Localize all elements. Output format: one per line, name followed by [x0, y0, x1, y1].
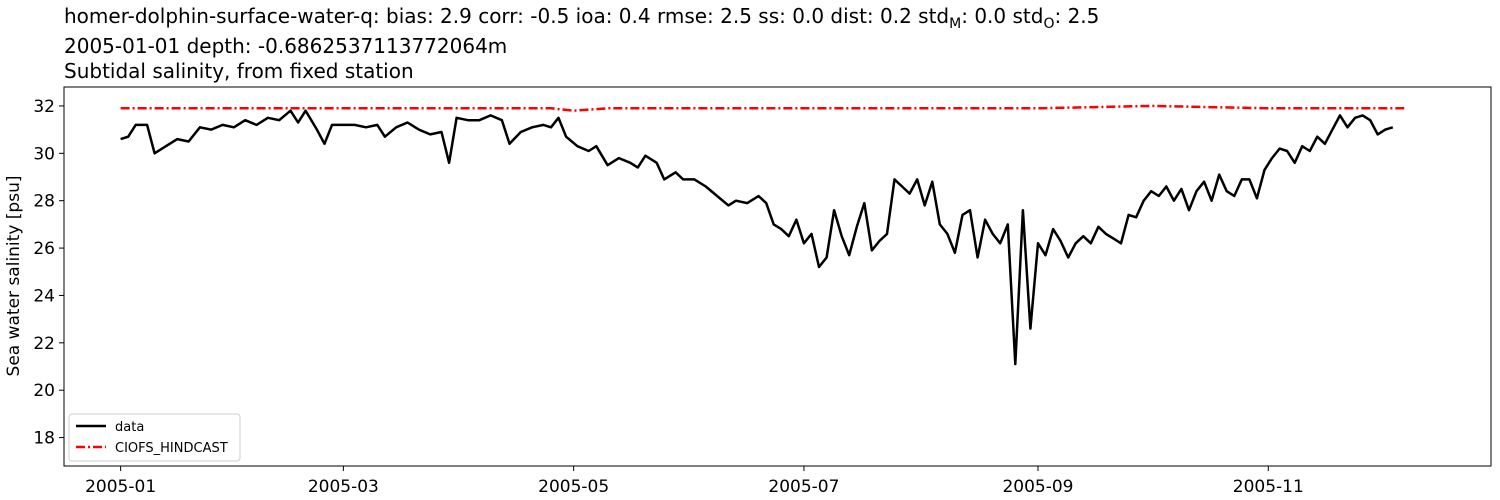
y-axis-label: Sea water salinity [psu] — [4, 176, 24, 377]
chart-title-metrics: homer-dolphin-surface-water-q: bias: 2.9… — [64, 4, 1099, 36]
plot-frame — [63, 86, 1492, 467]
y-tick-label-3: 24 — [33, 286, 55, 306]
x-tick-label-1: 2005-03 — [308, 477, 379, 497]
y-tick-label-5: 28 — [33, 192, 55, 212]
y-tick-label-6: 30 — [33, 144, 55, 164]
y-axis: 18 20 22 24 26 28 30 32 — [33, 97, 64, 449]
y-tick-label-4: 26 — [33, 239, 55, 259]
x-axis: 2005-01 2005-03 2005-05 2005-07 2005-09 2005-… — [85, 466, 1304, 497]
x-tick-label-0: 2005-01 — [85, 477, 156, 497]
series-line-data — [120, 109, 1394, 366]
std-m-subscript: M — [949, 16, 962, 32]
std-o-value: : 2.5 — [1054, 4, 1100, 28]
legend-ciofs-hindcast-label: CIOFS_HINDCAST — [115, 441, 228, 456]
x-tick-label-4: 2005-09 — [1002, 477, 1073, 497]
y-tick-label-2: 22 — [33, 334, 55, 354]
legend-data-label: data — [115, 420, 144, 435]
std-m-value: : 0.0 std — [961, 4, 1044, 28]
y-tick-label-7: 32 — [33, 97, 55, 117]
x-tick-label-3: 2005-07 — [768, 477, 839, 497]
chart-title-description: Subtidal salinity, from fixed station — [64, 59, 414, 83]
x-tick-label-5: 2005-11 — [1233, 477, 1304, 497]
y-tick-label-1: 20 — [33, 381, 55, 401]
chart-title-metrics-text: homer-dolphin-surface-water-q: bias: 2.9… — [64, 4, 950, 28]
y-tick-label-0: 18 — [33, 429, 55, 449]
std-o-subscript: O — [1043, 16, 1055, 32]
series-layer — [120, 104, 1405, 366]
x-tick-label-2: 2005-05 — [538, 477, 609, 497]
legend-box — [68, 413, 241, 462]
series-line-ciofs-hindcast — [120, 104, 1405, 112]
legend: data CIOFS_HINDCAST — [68, 413, 241, 462]
chart-title-date-depth: 2005-01-01 depth: -0.6862537113772064m — [64, 34, 508, 58]
